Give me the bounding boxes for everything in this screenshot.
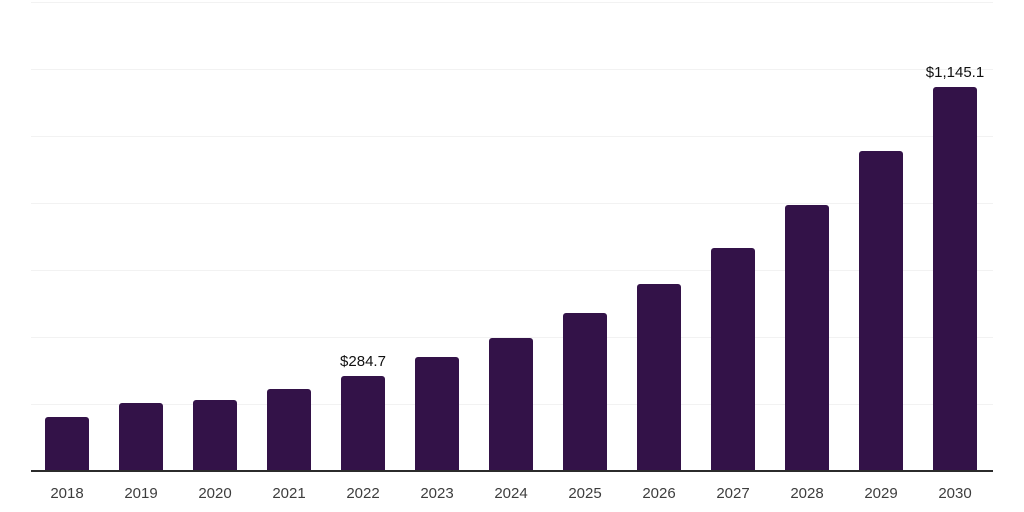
bar-2020	[193, 400, 237, 471]
bar-2030	[933, 87, 977, 471]
bar-2018	[45, 416, 89, 471]
gridline	[31, 69, 993, 70]
bar-2024	[489, 338, 533, 471]
x-tick-label-2022: 2022	[346, 485, 380, 502]
x-axis-line	[31, 470, 993, 472]
x-tick-label-2023: 2023	[420, 485, 454, 502]
x-tick-label-2024: 2024	[494, 485, 528, 502]
x-tick-label-2030: 2030	[938, 485, 972, 502]
x-tick-label-2029: 2029	[864, 485, 898, 502]
x-tick-label-2026: 2026	[642, 485, 676, 502]
gridline	[31, 203, 993, 204]
bar-2021	[267, 388, 311, 471]
gridline	[31, 136, 993, 137]
bar-2029	[859, 151, 903, 471]
bar-2026	[637, 284, 681, 471]
gridline	[31, 2, 993, 3]
bar-2028	[785, 205, 829, 471]
x-tick-label-2028: 2028	[790, 485, 824, 502]
bar-2023	[415, 357, 459, 471]
bar-2022	[341, 375, 385, 471]
x-tick-label-2020: 2020	[198, 485, 232, 502]
gridline	[31, 270, 993, 271]
bar-2025	[563, 313, 607, 471]
data-label-2022: $284.7	[340, 352, 386, 370]
data-label-2030: $1,145.1	[925, 64, 985, 82]
x-tick-label-2021: 2021	[272, 485, 306, 502]
x-tick-label-2027: 2027	[716, 485, 750, 502]
bar-2019	[119, 403, 163, 471]
gridline	[31, 337, 993, 338]
plot-area: $284.7 $1,145.1	[31, 2, 993, 471]
x-tick-label-2025: 2025	[568, 485, 602, 502]
bar-2027	[711, 248, 755, 471]
x-tick-label-2018: 2018	[50, 485, 84, 502]
x-tick-label-2019: 2019	[124, 485, 158, 502]
